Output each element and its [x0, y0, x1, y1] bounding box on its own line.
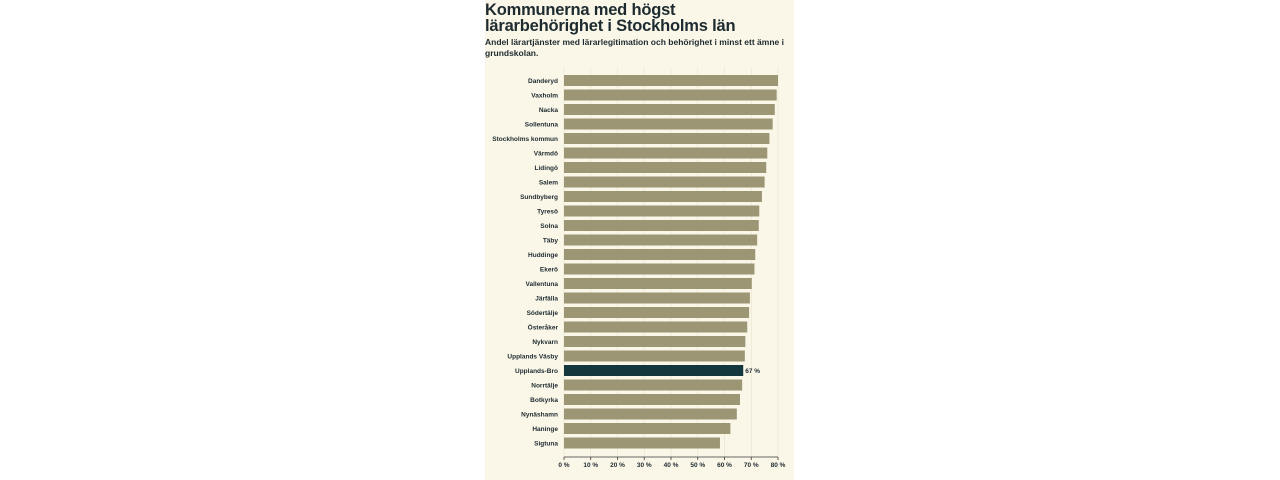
bars	[564, 75, 778, 449]
category-label: Nykvarn	[532, 339, 558, 346]
bar-sigtuna	[564, 437, 720, 449]
bar-tyresö	[564, 205, 760, 217]
category-label: Vallentuna	[525, 281, 558, 288]
bar-chart: Danderyd Vaxholm Nacka Sollentuna Stockholms…	[492, 68, 786, 469]
bar-sundbyberg	[564, 191, 762, 202]
bar-solna	[564, 220, 759, 231]
bar-nacka	[564, 104, 775, 115]
category-label: Solna	[540, 223, 558, 230]
bar-vallentuna	[564, 278, 752, 289]
category-label: Salem	[539, 179, 558, 186]
bar-värmdö	[564, 147, 768, 159]
highlight-value-label: 67 %	[745, 368, 760, 375]
bar-nynäshamn	[564, 408, 737, 420]
bar-botkyrka	[564, 394, 741, 405]
bar-stockholms-kommun	[564, 133, 770, 144]
category-label: Värmdö	[534, 150, 558, 157]
category-label: Vaxholm	[531, 92, 558, 99]
bar-sollentuna	[564, 118, 773, 130]
category-labels: Danderyd Vaxholm Nacka Sollentuna Stockholms…	[492, 78, 760, 447]
x-tick-label: 30 %	[637, 462, 652, 469]
gridlines	[563, 68, 779, 457]
bar-huddinge	[564, 249, 756, 260]
category-label: Huddinge	[528, 252, 558, 259]
x-tick-label: 50 %	[690, 462, 705, 469]
category-label: Nacka	[539, 107, 559, 114]
category-label: Österåker	[528, 322, 559, 331]
category-label: Sigtuna	[534, 440, 558, 447]
category-label: Järfälla	[535, 295, 558, 302]
x-tick-label: 10 %	[583, 462, 598, 469]
category-label: Täby	[543, 237, 559, 244]
category-label: Sollentuna	[525, 121, 559, 128]
bar-södertälje	[564, 307, 750, 318]
bar-nykvarn	[564, 336, 746, 347]
category-label: Danderyd	[528, 78, 558, 85]
chart-title: Kommunerna med högst lärarbehörighet i S…	[485, 1, 736, 35]
category-label: Botkyrka	[530, 397, 558, 404]
x-axis: 0 % 10 % 20 % 30 % 40 % 50 % 60 % 70 % 80 %	[558, 456, 786, 469]
bar-järfälla	[564, 292, 750, 304]
category-label: Lidingö	[535, 165, 558, 172]
category-label: Sundbyberg	[520, 194, 558, 201]
x-tick-label: 70 %	[744, 462, 759, 469]
x-tick-label: 0 %	[558, 462, 569, 469]
category-label: Södertälje	[527, 310, 559, 317]
category-label: Upplands Väsby	[507, 353, 558, 360]
bar-salem	[564, 176, 765, 188]
bar-täby	[564, 234, 758, 246]
x-tick-label: 60 %	[717, 462, 732, 469]
bar-vaxholm	[564, 89, 777, 101]
bar-haninge	[564, 423, 731, 434]
category-label: Upplands-Bro	[515, 368, 558, 375]
x-tick-label: 80 %	[771, 462, 786, 469]
chart-subtitle: Andel lärartjänster med lärarlegitimatio…	[485, 37, 784, 58]
category-label: Norrtälje	[531, 382, 558, 389]
bar-norrtälje	[564, 379, 743, 391]
bar-upplands-väsby	[564, 350, 745, 362]
chart-panel: Kommunerna med högst lärarbehörighet i S…	[485, 0, 794, 480]
category-label: Tyresö	[537, 208, 558, 215]
category-label: Ekerö	[540, 266, 558, 273]
bar-danderyd	[564, 75, 778, 86]
x-tick-label: 20 %	[610, 462, 625, 469]
bar-österåker	[564, 321, 748, 333]
bar-lidingö	[564, 162, 767, 173]
bar-upplands-bro	[564, 365, 744, 376]
bar-ekerö	[564, 263, 755, 275]
x-tick-label: 40 %	[664, 462, 679, 469]
category-label: Stockholms kommun	[492, 136, 558, 143]
category-label: Haninge	[532, 426, 558, 433]
category-label: Nynäshamn	[521, 411, 558, 418]
